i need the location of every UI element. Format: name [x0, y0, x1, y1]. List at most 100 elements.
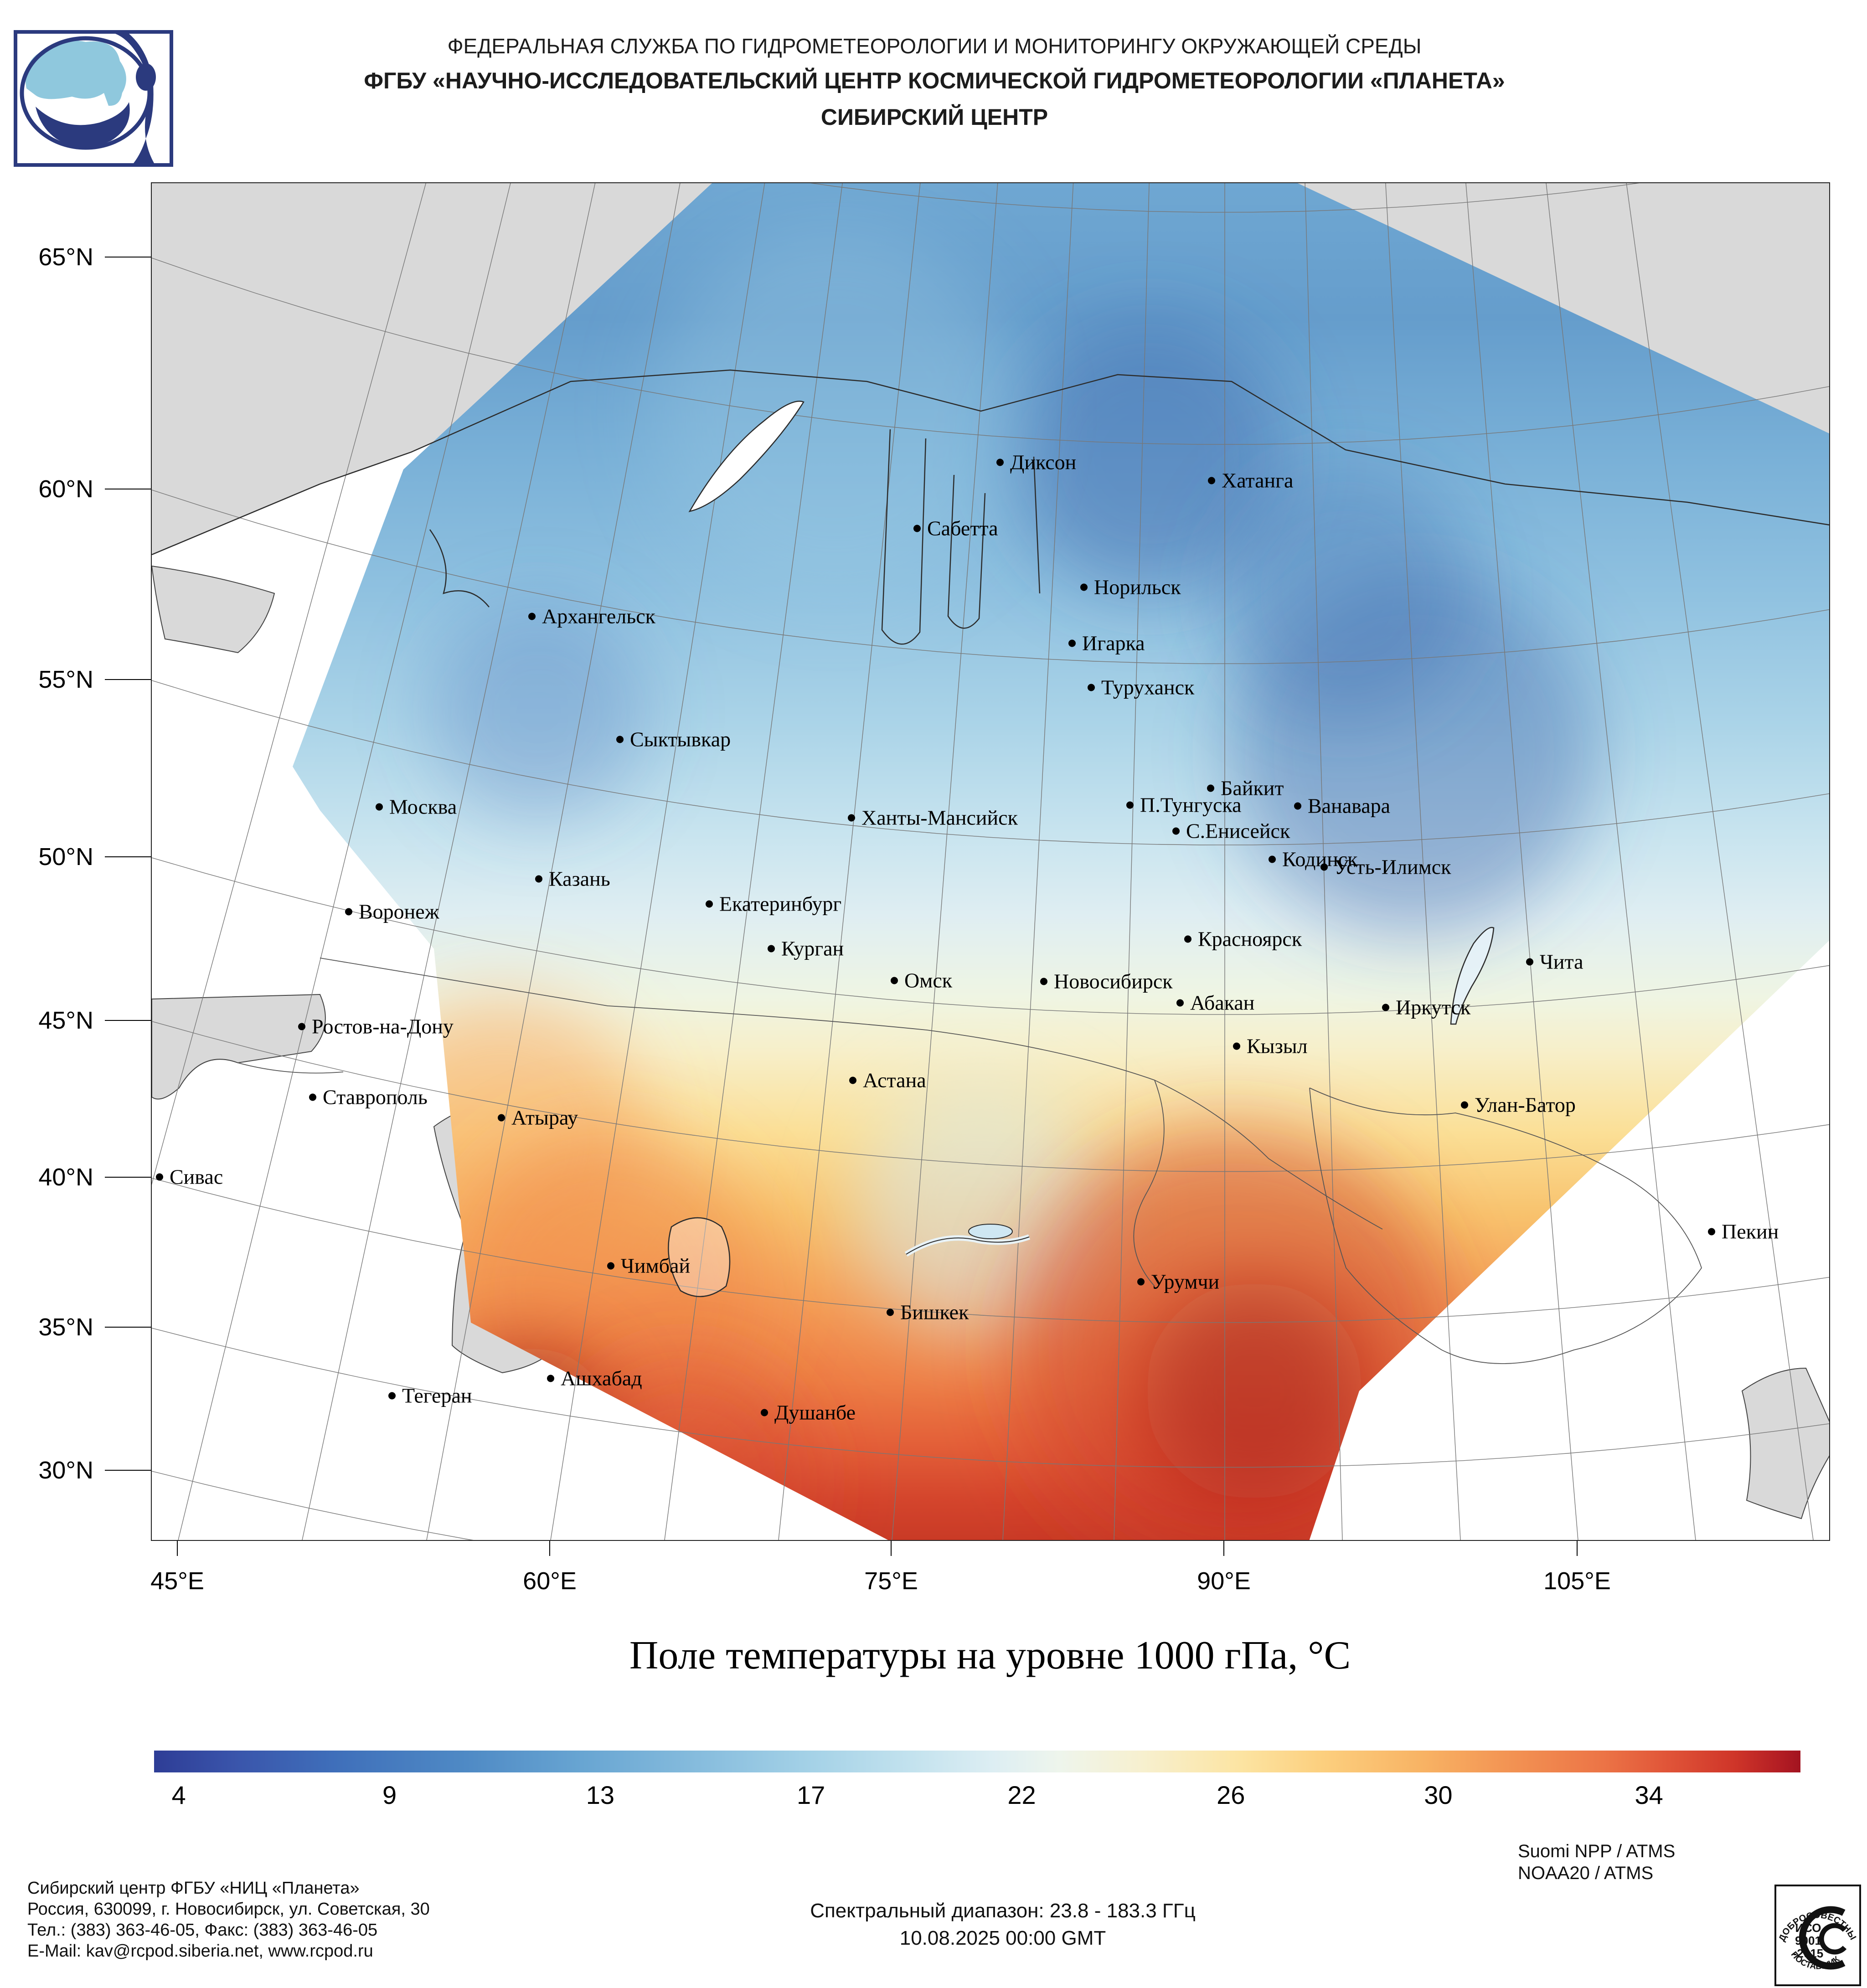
city-dot: [1088, 684, 1095, 691]
meridian-line: [1114, 183, 1150, 1540]
header-line-2: ФГБУ «НАУЧНО-ИССЛЕДОВАТЕЛЬСКИЙ ЦЕНТР КОС…: [364, 68, 1505, 93]
city-marker: П.Тунгуска: [1126, 793, 1242, 817]
city-dot: [1176, 999, 1184, 1006]
city-marker: Сивас: [156, 1165, 223, 1189]
city-label: Игарка: [1082, 631, 1145, 655]
footer-satellite-1: Suomi NPP / ATMS: [1518, 1841, 1676, 1861]
border-mongolia: [1309, 1087, 1702, 1364]
city-dot: [1172, 827, 1180, 834]
city-dot: [761, 1409, 768, 1416]
meridian-line: [778, 183, 921, 1540]
meridian-line: [1002, 183, 1074, 1540]
planeta-logo: [14, 30, 173, 167]
lat-axis-tick: [105, 1327, 151, 1328]
city-label: Кызыл: [1247, 1034, 1308, 1058]
city-marker: Новосибирск: [1040, 969, 1173, 994]
city-dot: [1126, 801, 1134, 809]
city-label: Бишкек: [900, 1300, 969, 1324]
lake-issyk-kul: [968, 1224, 1013, 1239]
parallel-line: [152, 489, 1829, 664]
taz-gulf-coast: [947, 474, 986, 629]
city-label: Урумчи: [1151, 1270, 1220, 1293]
lon-axis-tick: [891, 1541, 892, 1556]
city-marker: Воронеж: [345, 900, 439, 924]
baltic-sea-fill: [152, 565, 275, 654]
lat-axis-tick: [105, 856, 151, 857]
city-marker: Архангельск: [528, 604, 655, 628]
lat-axis-label: 45°N: [38, 1007, 93, 1034]
map-product-title: Поле температуры на уровне 1000 гПа, °C: [629, 1633, 1351, 1678]
footer-datetime: 10.08.2025 00:00 GMT: [899, 1927, 1106, 1949]
city-label: Москва: [389, 795, 457, 819]
city-marker: Астана: [849, 1068, 926, 1092]
city-dot: [1207, 784, 1214, 792]
meridian-line: [1385, 183, 1461, 1540]
lat-axis-label: 60°N: [38, 475, 93, 503]
parallel-line: [152, 857, 1829, 1015]
city-dot: [616, 736, 624, 743]
lat-axis-label: 40°N: [38, 1164, 93, 1191]
city-marker: Красноярск: [1184, 927, 1302, 951]
city-marker: Туруханск: [1088, 675, 1194, 700]
city-label: Тегеран: [402, 1384, 472, 1407]
city-marker: Москва: [376, 795, 457, 819]
header-line-1: ФЕДЕРАЛЬНАЯ СЛУЖБА ПО ГИДРОМЕТЕОРОЛОГИИ …: [447, 34, 1422, 58]
city-label: Ставрополь: [323, 1085, 428, 1109]
city-dot: [1708, 1228, 1715, 1235]
city-marker: Норильск: [1080, 575, 1181, 599]
colorbar-tick-label: 4: [171, 1781, 186, 1809]
city-label: Атырау: [511, 1106, 578, 1129]
city-label: Казань: [549, 867, 610, 891]
footer-email-line: E-Mail: kav@rcpod.siberia.net, www.rcpod…: [27, 1942, 373, 1961]
city-dot: [913, 525, 921, 532]
logo-satellite-dot: [136, 63, 156, 91]
coastlines: [152, 369, 1829, 1298]
city-dot: [1040, 978, 1047, 985]
parallel-line: [810, 183, 1640, 213]
city-dot: [1320, 863, 1328, 870]
city-label: С.Енисейск: [1186, 819, 1290, 843]
lat-axis-tick: [105, 679, 151, 680]
city-marker: Абакан: [1176, 991, 1254, 1015]
lat-axis-label: 35°N: [38, 1313, 93, 1341]
city-marker: С.Енисейск: [1172, 819, 1290, 843]
novaya-zemlya-island: [688, 401, 805, 512]
footer-address-line: Россия, 630099, г. Новосибирск, ул. Сове…: [27, 1900, 430, 1919]
city-dot: [1526, 958, 1533, 965]
logo-wave-shape: [36, 102, 130, 147]
city-label: Ханты-Мансийск: [861, 806, 1018, 829]
city-marker: Ханты-Мансийск: [848, 806, 1018, 830]
lon-axis-tick: [549, 1541, 550, 1556]
city-dot: [547, 1375, 554, 1382]
white-sea-coast: [429, 529, 490, 608]
city-dot: [1294, 802, 1301, 809]
lat-axis-label: 65°N: [38, 243, 93, 271]
city-dot: [1137, 1278, 1145, 1285]
city-label: Абакан: [1190, 991, 1255, 1015]
logo-orbit: [20, 36, 152, 150]
meridian-line: [426, 183, 681, 1540]
city-label: Ростов-на-Дону: [312, 1015, 454, 1038]
city-marker: Чита: [1526, 950, 1583, 974]
city-dot: [607, 1262, 614, 1269]
iso-line-2: 9001: [1795, 1934, 1821, 1947]
city-label: Ванавара: [1308, 794, 1391, 818]
city-label: Диксон: [1010, 450, 1077, 474]
footer-org-line: Сибирский центр ФГБУ «НИЦ «Планета»: [27, 1879, 360, 1898]
graticule: [152, 183, 1829, 1540]
yenisei-gulf-coast: [1033, 456, 1041, 594]
city-dot: [528, 613, 536, 620]
meridian-line: [664, 183, 843, 1540]
city-marker: Хатанга: [1208, 469, 1293, 493]
parallel-line: [152, 1178, 1829, 1323]
city-label: Красноярск: [1198, 927, 1302, 951]
iso-9001-badge: ДОБРОСОВЕСТНЫЙ ИСО 9001 -2015 ПОСТАВЩИК: [1773, 1878, 1861, 1986]
city-marker: Сабетта: [913, 516, 998, 541]
meridian-line: [152, 183, 426, 1185]
border-russia-kazakhstan: [320, 958, 1383, 1230]
city-marker: Душанбе: [761, 1401, 856, 1425]
city-label: Сабетта: [927, 516, 998, 540]
city-label: Курган: [781, 937, 844, 960]
lon-axis-label: 90°E: [1197, 1567, 1251, 1595]
